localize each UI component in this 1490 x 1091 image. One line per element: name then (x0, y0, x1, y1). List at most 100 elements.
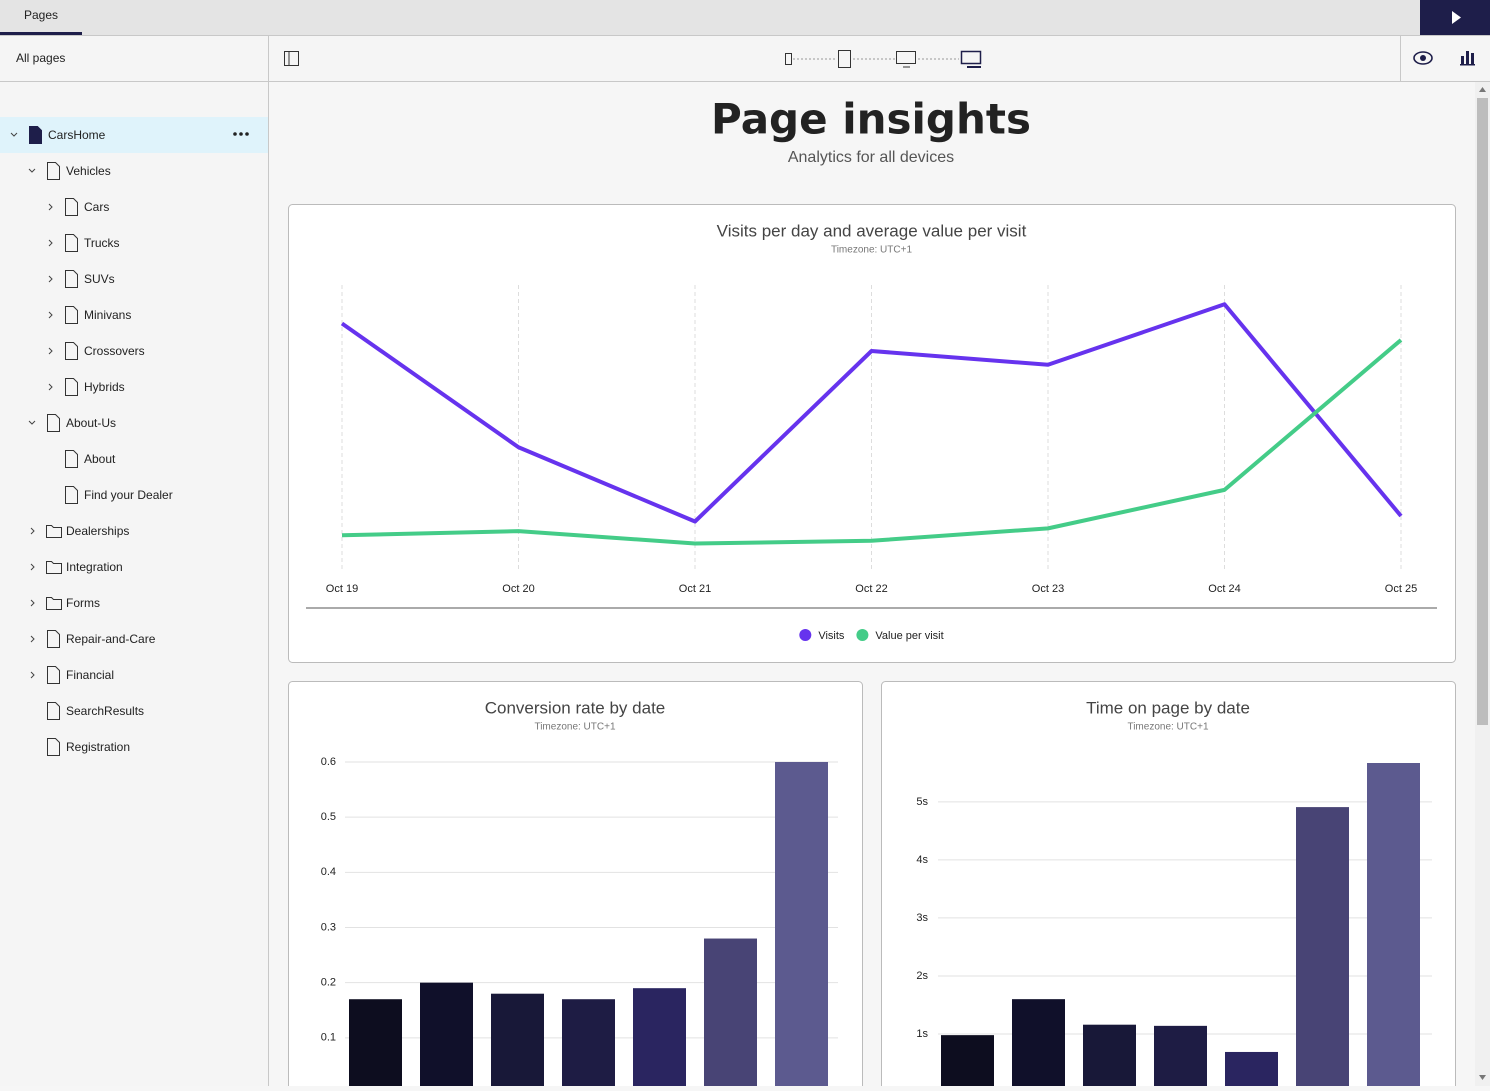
page-icon (47, 738, 60, 756)
series-line (340, 302, 1403, 524)
x-tick-label: Oct 23 (1032, 583, 1064, 595)
page-icon (47, 666, 60, 684)
sidebar-header: All pages (0, 36, 268, 82)
tree-item[interactable]: Integration (0, 549, 268, 585)
chevron-closed (48, 383, 53, 391)
y-tick-label: 0.1 (321, 1032, 336, 1044)
tree-item[interactable]: About-Us (0, 405, 268, 441)
chart-subtitle: Timezone: UTC+1 (534, 722, 615, 733)
tree-item[interactable]: Repair-and-Care (0, 621, 268, 657)
dot (233, 132, 237, 136)
page-icon (65, 486, 78, 504)
sidebar: All pages CarsHome Vehicles Cars Trucks SUVs… (0, 36, 269, 1086)
tree-icons (48, 378, 78, 396)
tree-icons (47, 738, 60, 756)
tree-item[interactable]: SearchResults (0, 693, 268, 729)
tree-item[interactable]: Minivans (0, 297, 268, 333)
tree-item[interactable]: Financial (0, 657, 268, 693)
preview-button[interactable] (1413, 51, 1433, 65)
tree-item[interactable]: SUVs (0, 261, 268, 297)
bar (1296, 807, 1349, 1086)
pages-tab[interactable]: Pages (0, 0, 82, 35)
tree-item[interactable]: Trucks (0, 225, 268, 261)
page-icon (47, 630, 60, 648)
tree-item[interactable]: Hybrids (0, 369, 268, 405)
chart-title: Conversion rate by date (485, 698, 666, 717)
play-icon (1452, 11, 1461, 24)
chart-title: Visits per day and average value per vis… (717, 221, 1027, 240)
page-title: Page insights (711, 95, 1031, 144)
tree-item[interactable]: CarsHome (0, 117, 268, 153)
bar (1154, 1025, 1207, 1086)
chevron-closed (30, 527, 35, 535)
y-tick-label: 0.2 (321, 977, 336, 989)
tree-icons (48, 306, 78, 324)
tree-icons (48, 342, 78, 360)
tree-icons (47, 702, 60, 720)
chevron-closed (48, 275, 53, 283)
chevron-closed (48, 311, 53, 319)
dot (245, 132, 249, 136)
chevron-closed (30, 635, 35, 643)
tree-icons (65, 486, 78, 504)
tree-item[interactable]: Crossovers (0, 333, 268, 369)
tree-item[interactable]: Forms (0, 585, 268, 621)
toggle-panel[interactable] (284, 51, 299, 66)
page-icon (29, 126, 42, 144)
y-tick-label: 0.6 (321, 756, 336, 768)
tree-label: Registration (66, 740, 131, 754)
tree-label: SearchResults (66, 704, 145, 718)
page-icon (65, 342, 78, 360)
chevron-open (10, 132, 18, 137)
insights-button[interactable] (1460, 51, 1475, 66)
bar (562, 999, 615, 1086)
legend-label: Value per visit (875, 630, 943, 642)
chevron-closed (30, 671, 35, 679)
page-icon (65, 270, 78, 288)
bar (1083, 1024, 1136, 1086)
scrollbar[interactable] (1475, 82, 1490, 1086)
toolbar-icons (284, 36, 1475, 81)
page-icon (47, 162, 60, 180)
folder-icon (46, 525, 62, 538)
tree-item[interactable]: Cars (0, 189, 268, 225)
page-icon (65, 306, 78, 324)
insights-panel: Page insights Analytics for all devices … (288, 95, 1456, 1086)
tree-item[interactable]: Dealerships (0, 513, 268, 549)
folder-icon (46, 561, 62, 574)
bar (491, 993, 544, 1086)
page-icon (65, 378, 78, 396)
tree-icons (30, 525, 62, 538)
tree-icons (30, 666, 60, 684)
device-switcher[interactable] (785, 50, 982, 68)
tree-label: Forms (66, 596, 100, 610)
x-tick-label: Oct 19 (326, 583, 358, 595)
chevron-open (28, 420, 36, 425)
bar (1367, 763, 1420, 1086)
bar (775, 762, 828, 1086)
tree-item[interactable]: Vehicles (0, 153, 268, 189)
page-icon (65, 234, 78, 252)
series-line (341, 338, 1403, 546)
bar (1012, 999, 1065, 1086)
chart-title: Time on page by date (1086, 698, 1250, 717)
tree-label: Repair-and-Care (66, 632, 156, 646)
page-subtitle: Analytics for all devices (788, 149, 954, 166)
play-button[interactable] (1420, 0, 1490, 35)
tree-label: Financial (66, 668, 115, 682)
legend-marker (856, 629, 869, 641)
tree-label: SUVs (84, 272, 115, 286)
more-menu[interactable] (232, 117, 252, 153)
tree-item[interactable]: About (0, 441, 268, 477)
folder-icon (46, 597, 62, 610)
tree-icons (28, 162, 60, 180)
tree-icons (10, 126, 42, 144)
x-tick-label: Oct 20 (502, 583, 534, 595)
tree-icons (30, 561, 62, 574)
tree-icons (48, 198, 78, 216)
tree-item[interactable]: Find your Dealer (0, 477, 268, 513)
bar (941, 1035, 994, 1086)
x-tick-label: Oct 25 (1385, 583, 1417, 595)
tree-item[interactable]: Registration (0, 729, 268, 765)
